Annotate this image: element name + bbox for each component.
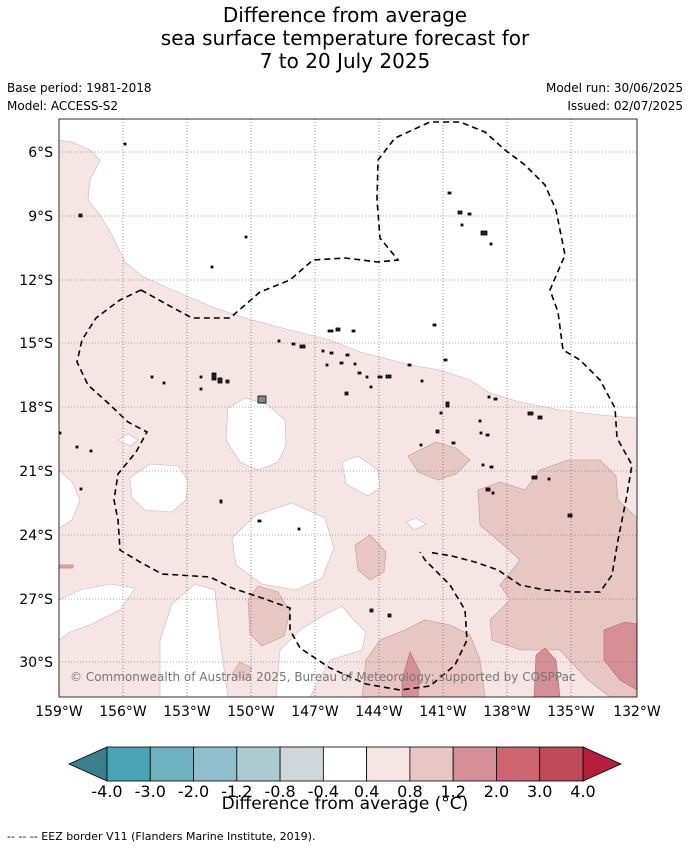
colorbar-tick-label: -0.4 [308,782,339,801]
colorbar-tick-label: 1.2 [440,782,465,801]
lon-label: 153°W [163,704,211,720]
lon-label: 159°W [35,704,83,720]
lat-label: 27°S [19,592,53,608]
lat-label: 18°S [19,400,53,416]
eez-border-french-polynesia [140,121,633,593]
colorbar: -4.0 -3.0 -2.0 -1.2 -0.8 -0.4 0.4 0.8 1.2 2.0 3.0 4… [68,746,622,801]
colorbar-tick-label: 0.4 [354,782,379,801]
eez-footnote: -- -- -- EEZ border V11 (Flanders Marine… [7,830,316,843]
colorbar-tick-label: 3.0 [527,782,552,801]
copyright-notice: © Commonwealth of Australia 2025, Bureau… [70,670,576,684]
lat-label: 24°S [19,528,53,544]
colorbar-tick-label: 4.0 [570,782,595,801]
colorbar-units-label: Difference from average (°C) [221,794,469,814]
anomaly-region-0-8 [477,459,637,697]
colorbar-tick-label: 0.8 [397,782,422,801]
colorbar-swatch [496,746,541,782]
colorbar-tick-label: -3.0 [135,782,166,801]
colorbar-tick-label: -2.0 [178,782,209,801]
anomaly-region-0-8 [407,441,471,481]
longitude-labels: 159°W 156°W 153°W 150°W 147°W 144°W 141°… [35,704,661,720]
colorbar-swatch [452,746,497,782]
near-normal-patch [231,502,335,591]
lon-label: 138°W [483,704,531,720]
lon-label: 150°W [227,704,275,720]
chart-title: Difference from average sea surface temp… [0,4,690,73]
lon-label: 147°W [291,704,339,720]
lat-label: 6°S [28,145,53,161]
lat-label: 15°S [19,336,53,352]
lat-label: 12°S [19,273,53,289]
issued-date: Issued: 02/07/2025 [567,99,683,113]
lat-label: 21°S [19,464,53,480]
colorbar-swatch [322,746,368,782]
title-line-3: 7 to 20 July 2025 [259,49,431,73]
anomaly-region-1-2 [401,651,421,697]
latitude-labels: 6°S 9°S 12°S 15°S 18°S 21°S 24°S 27°S 30… [19,145,53,671]
islands [59,142,573,618]
anomaly-region-1-2 [533,647,561,697]
lon-label: 156°W [99,704,147,720]
anomaly-region-0-8 [361,619,486,697]
colorbar-tick-label: -1.2 [221,782,252,801]
lon-label: 132°W [613,704,661,720]
anomaly-region-0-8 [231,661,253,681]
near-normal-patch [159,583,229,697]
colorbar-extend-low [68,746,108,782]
meta-left: Base period: 1981-2018 Model: ACCESS-S2 [7,79,152,115]
colorbar-extend-high [582,746,622,782]
colorbar-swatch [236,746,281,782]
lat-label: 30°S [19,655,53,671]
near-normal-patch [59,469,81,529]
anomaly-region-1-2 [603,621,637,691]
colorbar-swatch [366,746,411,782]
map-area: © Commonwealth of Australia 2025, Bureau… [59,119,637,697]
near-normal-patch [129,463,189,513]
base-period: Base period: 1981-2018 [7,81,152,95]
eez-border-cook-islands [76,289,468,691]
lat-label: 9°S [28,209,53,225]
graticule [59,119,637,697]
colorbar-swatch [149,746,194,782]
colorbar-swatch [409,746,454,782]
lon-label: 141°W [419,704,467,720]
colorbar-swatch [539,746,584,782]
model-run: Model run: 30/06/2025 [545,81,683,95]
near-normal-region-north [59,119,637,419]
colorbar-tick-label: 2.0 [484,782,509,801]
colorbar-swatch [279,746,324,782]
title-line-2: sea surface temperature forecast for [160,26,530,50]
meta-right: Model run: 30/06/2025 Issued: 02/07/2025 [546,79,683,115]
model-name: Model: ACCESS-S2 [7,99,119,113]
near-normal-patch [341,455,381,497]
colorbar-tick-label: -0.8 [264,782,295,801]
lon-label: 135°W [547,704,595,720]
title-line-1: Difference from average [222,3,468,27]
near-normal-patch [225,397,287,471]
map-frame [58,118,638,698]
colorbar-swatch [193,746,238,782]
colorbar-tick-label: -4.0 [91,782,122,801]
anomaly-region-0-8 [247,585,291,647]
anomaly-region-0-8 [354,534,387,581]
near-normal-patch [59,583,136,641]
colorbar-swatch [106,746,151,782]
lon-label: 144°W [355,704,403,720]
near-normal-patch [405,517,427,531]
